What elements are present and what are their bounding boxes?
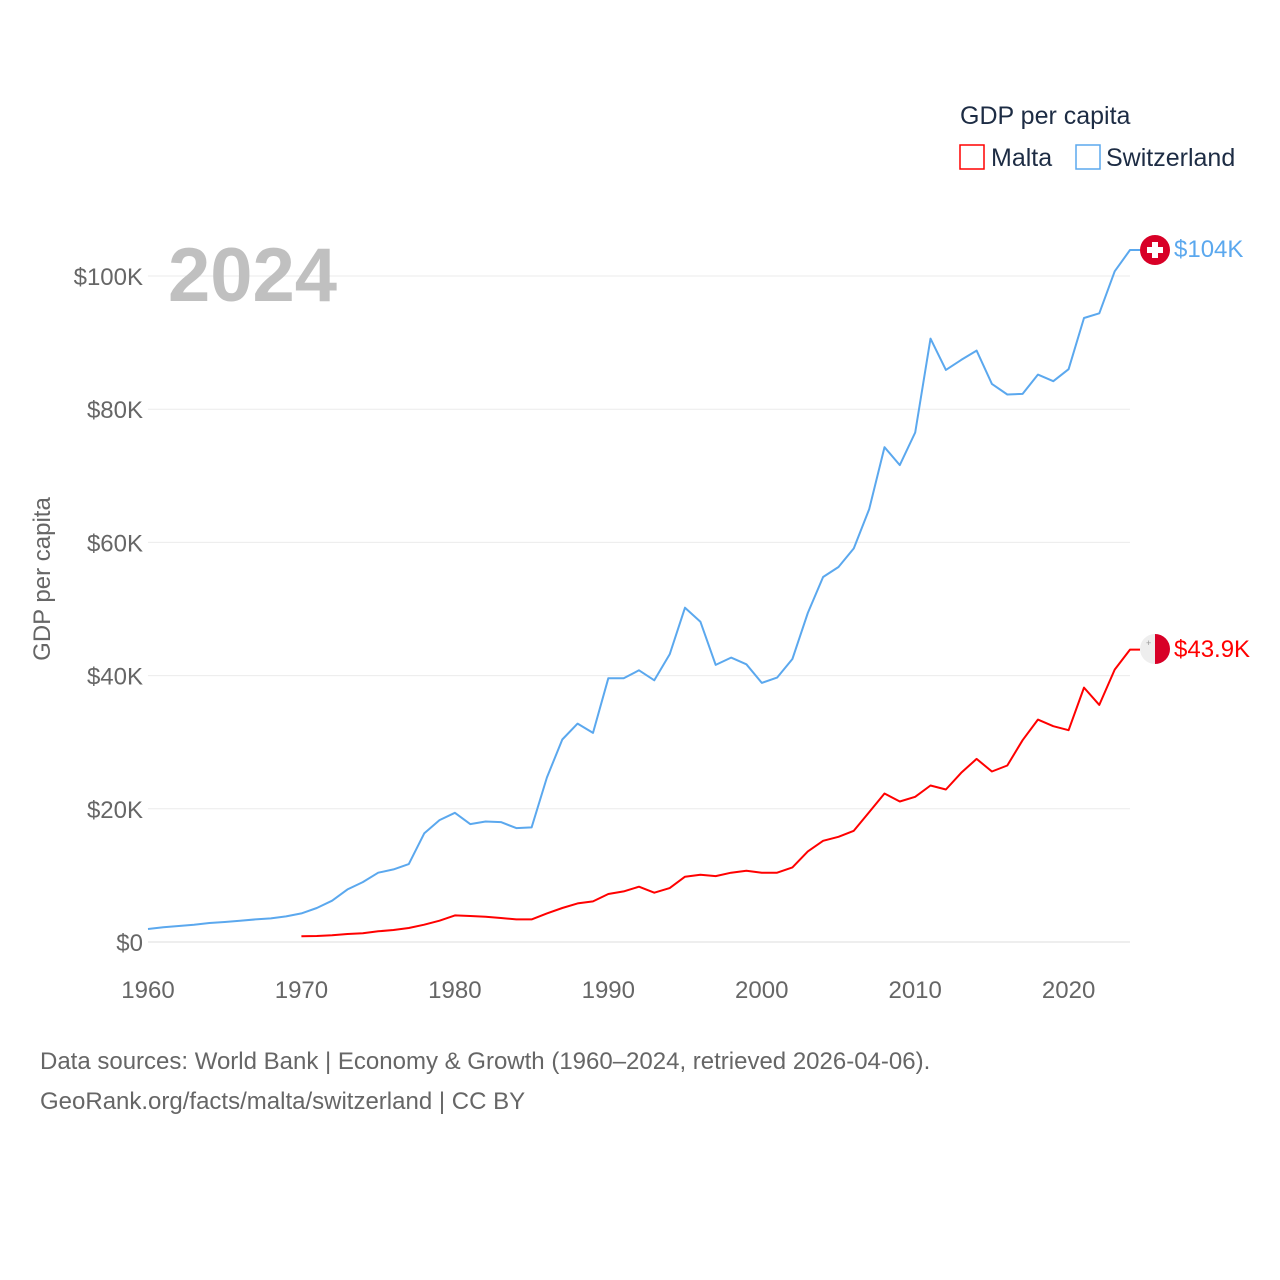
y-tick-label: $100K [74, 264, 143, 291]
year-label: 2024 [168, 233, 337, 318]
x-tick-label: 1990 [582, 977, 635, 1004]
x-tick-label: 1970 [275, 977, 328, 1004]
y-tick-label: $40K [87, 664, 143, 691]
legend-title: GDP per capita [960, 102, 1131, 130]
y-tick-label: $0 [116, 930, 143, 957]
legend-label-malta[interactable]: Malta [991, 144, 1052, 172]
footer: Data sources: World Bank | Economy & Gro… [40, 1042, 930, 1122]
x-tick-label: 2020 [1042, 977, 1095, 1004]
series-line-malta [301, 648, 1140, 938]
x-tick-label: 1960 [121, 977, 174, 1004]
series-lines [147, 249, 1140, 938]
x-tick-label: 1980 [428, 977, 481, 1004]
y-tick-label: $60K [87, 530, 143, 557]
x-axis: 1960 1970 1980 1990 2000 2010 2020 [121, 977, 1095, 1004]
legend-swatch-switzerland[interactable] [1075, 144, 1101, 170]
data-sources: Data sources: World Bank | Economy & Gro… [40, 1048, 931, 1075]
x-tick-label: 2000 [735, 977, 788, 1004]
y-axis-title: GDP per capita [29, 497, 56, 661]
malta-flag-icon: + [1140, 634, 1170, 664]
series-line-switzerland [147, 249, 1140, 930]
y-axis: $0 $20K $40K $60K $80K $100K [74, 264, 143, 957]
legend: GDP per capita Malta Switzerland [959, 102, 1235, 172]
legend-swatch-malta[interactable] [959, 144, 985, 170]
switzerland-end-label: $104K [1174, 236, 1243, 263]
legend-label-switzerland[interactable]: Switzerland [1106, 144, 1235, 172]
malta-end-label: $43.9K [1174, 636, 1250, 663]
y-tick-label: $80K [87, 397, 143, 424]
svg-text:+: + [1146, 638, 1151, 648]
x-tick-label: 2010 [888, 977, 941, 1004]
grid [148, 275, 1130, 943]
y-tick-label: $20K [87, 797, 143, 824]
source-link[interactable]: GeoRank.org/facts/malta/switzerland | CC… [40, 1088, 526, 1115]
switzerland-flag-icon [1140, 235, 1170, 265]
